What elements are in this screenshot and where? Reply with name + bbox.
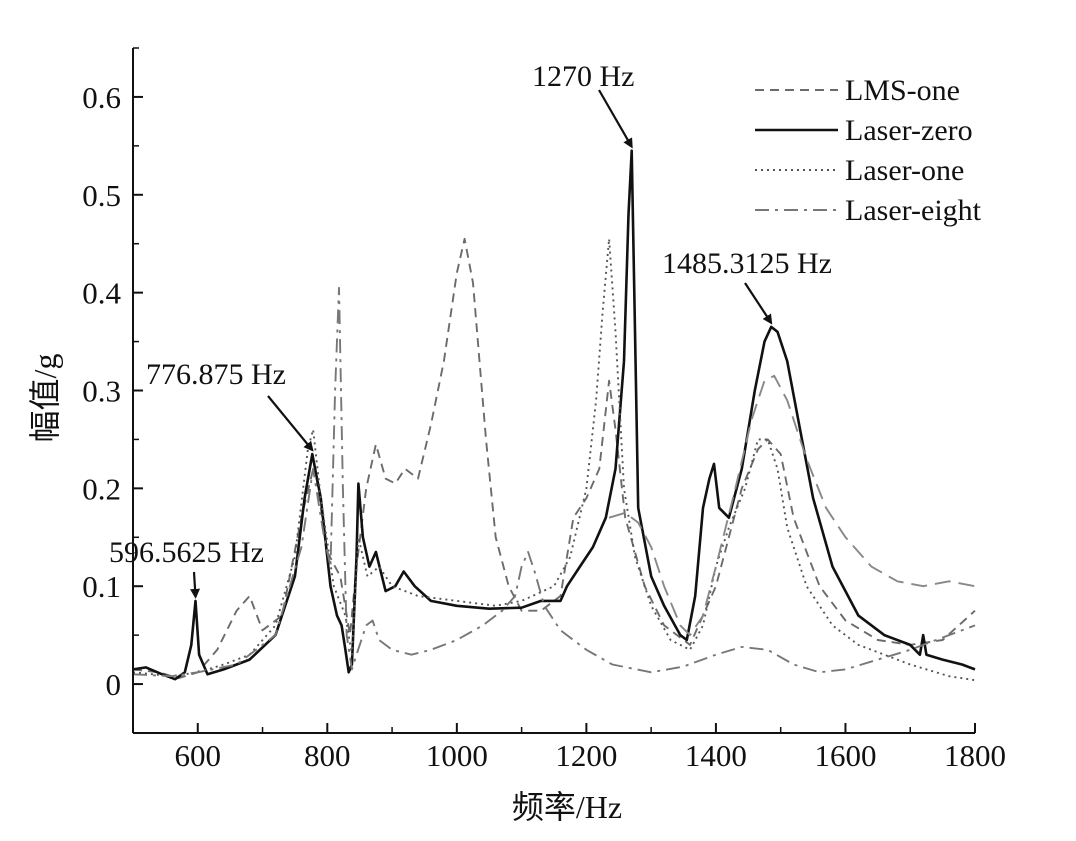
x-tick-label: 1800 — [944, 738, 1006, 773]
y-tick-label: 0.3 — [82, 374, 121, 409]
x-tick-label: 800 — [304, 738, 351, 773]
series-line — [132, 237, 976, 682]
annotation-label: 596.5625 Hz — [109, 536, 264, 569]
y-tick-label: 0.4 — [82, 276, 121, 311]
legend-label: Laser-zero — [845, 114, 973, 147]
annotation-label: 776.875 Hz — [146, 358, 286, 391]
annotation-arrow — [267, 395, 314, 452]
x-tick-label: 1000 — [426, 738, 488, 773]
y-tick-label: 0.1 — [82, 569, 121, 604]
x-tick-label: 600 — [175, 738, 222, 773]
x-axis-title: 频率/Hz — [512, 789, 622, 825]
plot-series — [132, 149, 976, 682]
legend-label: Laser-one — [845, 154, 964, 187]
x-tick-label: 1400 — [685, 738, 747, 773]
annotation-arrow — [598, 89, 633, 149]
x-tick-label: 1200 — [555, 738, 617, 773]
y-tick-label: 0.2 — [82, 471, 121, 506]
series-line — [132, 286, 976, 678]
series-line — [132, 149, 976, 681]
plot-annotations: 596.5625 Hz 776.875 Hz 1270 Hz 1485.3125 Hz — [109, 60, 832, 599]
annotation-label: 1270 Hz — [532, 60, 634, 93]
y-tick-label: 0.6 — [82, 80, 121, 115]
annotation-arrow — [190, 571, 201, 599]
y-axis-title: 幅值/g — [27, 354, 63, 443]
plot-axes: 600 800 1000 1200 1400 1600 1800 0 0.1 0.2 0.3 0.4 0… — [82, 47, 1006, 773]
annotation-label: 1485.3125 Hz — [662, 247, 832, 280]
y-tick-label: 0 — [106, 667, 122, 702]
x-tick-label: 1600 — [814, 738, 876, 773]
legend-label: Laser-eight — [845, 194, 982, 227]
legend-label: LMS-one — [845, 74, 960, 107]
series-line — [132, 237, 976, 680]
legend: LMS-one Laser-zero Laser-one Laser-eight — [755, 74, 982, 227]
annotation-arrow — [744, 282, 773, 325]
y-tick-label: 0.5 — [82, 178, 121, 213]
series-line — [608, 374, 976, 637]
